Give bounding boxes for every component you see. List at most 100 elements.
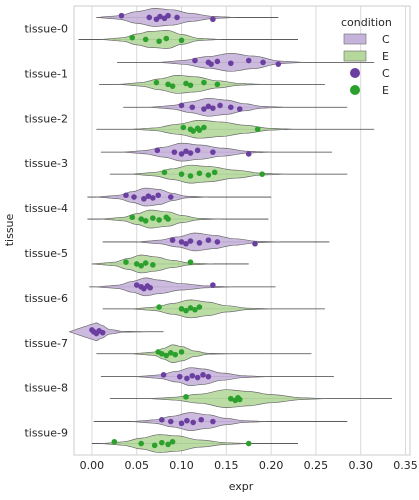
point-C-tissue-5: [196, 240, 203, 246]
point-E-tissue-1: [214, 81, 221, 88]
point-E-tissue-8: [236, 396, 243, 403]
y-tick-labels: tissue-0 tissue-1 tissue-2 tissue-3 tissue-4…: [24, 22, 68, 439]
point-C-tissue-3: [194, 147, 201, 154]
legend-label-E: E: [382, 50, 389, 63]
point-E-tissue-4: [142, 218, 149, 224]
point-C-tissue-8: [176, 373, 183, 380]
points-layer: [89, 12, 282, 449]
point-E-tissue-3: [205, 172, 212, 178]
point-C-tissue-3: [187, 150, 194, 156]
point-E-tissue-0: [178, 37, 185, 44]
y-axis-title: tissue: [3, 213, 16, 246]
point-C-tissue-8: [194, 374, 201, 381]
point-C-tissue-0: [210, 16, 216, 23]
point-E-tissue-3: [211, 169, 218, 176]
point-E-tissue-5: [142, 260, 149, 266]
x-axis-title: expr: [229, 480, 254, 493]
point-C-tissue-1: [192, 57, 198, 64]
y-tick-label: tissue-8: [24, 382, 68, 395]
y-tick-label: tissue-7: [24, 337, 68, 350]
point-E-tissue-4: [156, 217, 162, 223]
point-C-tissue-5: [205, 237, 212, 243]
point-E-tissue-2: [254, 126, 261, 133]
point-E-tissue-3: [196, 170, 203, 177]
point-E-tissue-2: [180, 124, 187, 131]
point-E-tissue-2: [196, 127, 203, 133]
point-C-tissue-3: [154, 147, 161, 154]
x-tick-label: 0.30: [348, 459, 373, 472]
legend-label-C: C: [382, 67, 390, 80]
point-E-tissue-5: [150, 262, 156, 268]
point-C-tissue-3: [171, 149, 178, 155]
x-tick-label: 0.35: [393, 459, 418, 472]
point-E-tissue-8: [183, 394, 189, 400]
point-C-tissue-1: [228, 60, 234, 67]
point-C-tissue-4: [145, 193, 152, 199]
point-C-tissue-4: [131, 194, 137, 200]
point-E-tissue-2: [201, 124, 207, 131]
point-E-tissue-9: [111, 438, 118, 445]
point-C-tissue-2: [189, 104, 196, 111]
point-E-tissue-2: [190, 128, 196, 134]
point-E-tissue-6: [196, 304, 203, 310]
point-E-tissue-1: [201, 79, 207, 86]
point-E-tissue-1: [183, 80, 189, 87]
point-C-tissue-9: [184, 417, 190, 424]
point-E-tissue-4: [165, 216, 171, 222]
point-E-tissue-7: [167, 350, 174, 356]
point-E-tissue-9: [169, 438, 176, 445]
point-E-tissue-3: [161, 169, 168, 176]
point-C-tissue-9: [178, 420, 185, 427]
point-E-tissue-9: [245, 440, 252, 447]
point-C-tissue-8: [205, 373, 212, 380]
point-C-tissue-0: [174, 14, 180, 21]
point-C-tissue-5: [252, 240, 258, 247]
point-C-tissue-2: [178, 102, 185, 109]
x-tick-label: 0.20: [259, 459, 284, 472]
point-C-tissue-1: [208, 61, 214, 67]
point-E-tissue-6: [156, 304, 162, 310]
legend-swatch-violin-E: [343, 50, 367, 62]
point-C-tissue-6: [147, 284, 153, 291]
point-C-tissue-0: [118, 12, 125, 19]
violin-C-tissue-7: [68, 322, 146, 342]
point-E-tissue-3: [187, 173, 194, 179]
point-C-tissue-2: [210, 105, 216, 111]
point-E-tissue-1: [165, 81, 171, 88]
point-C-tissue-1: [245, 57, 252, 64]
point-C-tissue-2: [201, 106, 207, 112]
legend-title: condition: [341, 16, 392, 29]
point-E-tissue-9: [151, 442, 158, 449]
violin-E-tissue-2: [132, 119, 294, 139]
violin-E-tissue-0: [100, 30, 222, 49]
point-C-tissue-2: [217, 102, 223, 109]
point-C-tissue-8: [200, 372, 206, 378]
point-E-tissue-3: [178, 171, 185, 177]
point-C-tissue-1: [275, 61, 282, 67]
point-C-tissue-3: [178, 151, 185, 157]
point-C-tissue-4: [167, 194, 174, 200]
x-tick-label: 0.25: [304, 459, 329, 472]
point-C-tissue-8: [189, 372, 196, 379]
legend-swatch-violin-C: [343, 33, 367, 45]
point-E-tissue-9: [165, 441, 171, 448]
point-E-tissue-7: [159, 350, 165, 357]
y-tick-label: tissue-2: [24, 112, 68, 125]
point-C-tissue-7: [99, 329, 106, 336]
point-E-tissue-6: [187, 305, 194, 311]
y-tick-label: tissue-9: [24, 427, 68, 440]
point-E-tissue-9: [159, 439, 165, 446]
point-E-tissue-7: [172, 351, 179, 358]
point-C-tissue-2: [228, 104, 234, 111]
point-E-tissue-0: [163, 35, 170, 42]
y-tick-label: tissue-4: [24, 202, 68, 215]
legend-label-E: E: [382, 84, 389, 97]
point-C-tissue-3: [183, 148, 189, 155]
legend-swatch-point-C: [350, 68, 360, 78]
point-C-tissue-9: [190, 419, 196, 426]
point-C-tissue-8: [160, 372, 167, 378]
violin-E-tissue-6: [132, 299, 272, 319]
point-C-tissue-2: [236, 106, 243, 112]
point-E-tissue-5: [138, 262, 144, 269]
